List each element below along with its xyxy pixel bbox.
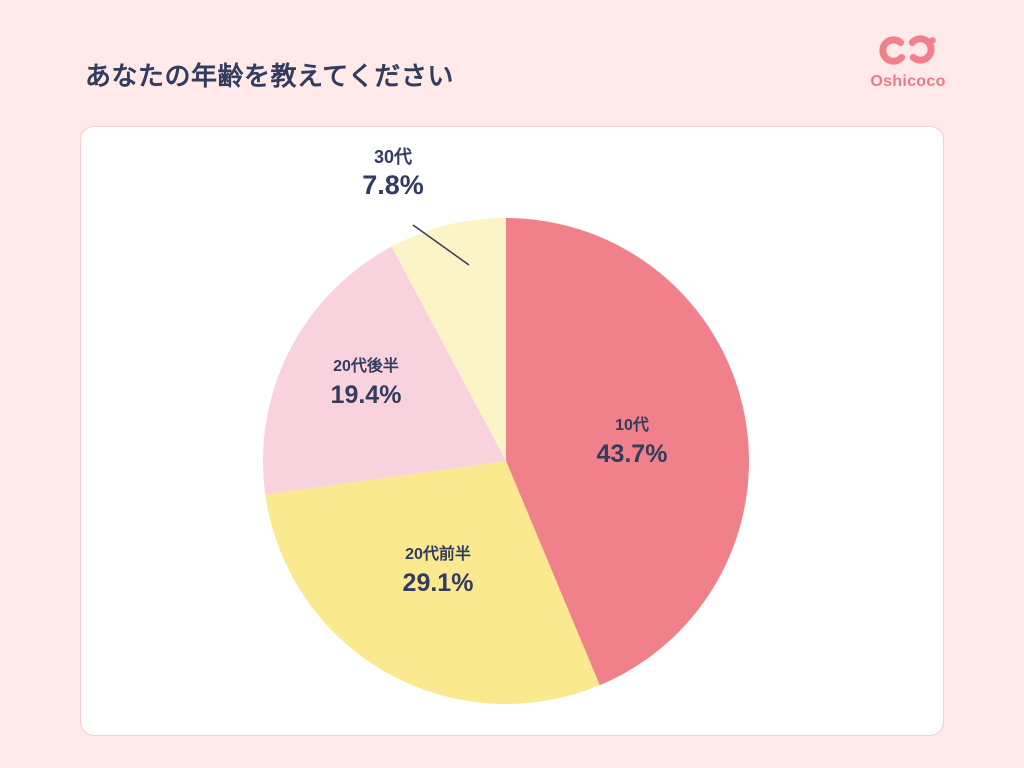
pie-slice-3 <box>391 218 506 461</box>
pie-slice-0 <box>506 218 750 686</box>
oshicoco-logo-icon <box>879 35 936 65</box>
oshicoco-logo: Oshicoco <box>864 34 952 91</box>
leader-line-30s <box>412 224 470 266</box>
pie-slices-group <box>263 218 750 705</box>
pie-slice-1 <box>265 461 600 705</box>
page-title: あなたの年齢を教えてください <box>85 61 454 91</box>
pie-slice-2 <box>263 246 506 495</box>
oshicoco-logo-text: Oshicoco <box>870 73 946 90</box>
pie-chart-svg <box>263 218 750 705</box>
chart-card: 10代 43.7% 20代前半 29.1% 20代後半 19.4% 30代 7.… <box>80 126 944 736</box>
